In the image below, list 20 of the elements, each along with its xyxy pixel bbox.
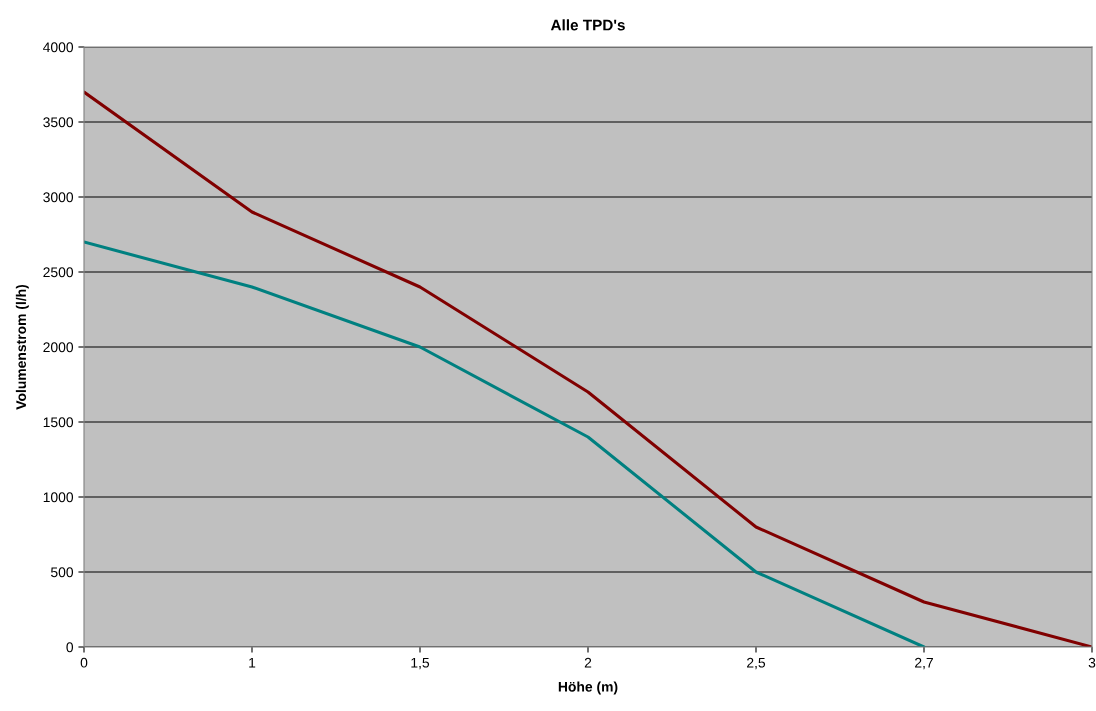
line-series bbox=[84, 240, 926, 647]
chart-title: Alle TPD's bbox=[550, 19, 625, 31]
y-axis-title: Volumenstrom (l/h) bbox=[15, 284, 29, 410]
y-tick-label: 1000 bbox=[43, 492, 74, 503]
y-tick-label: 0 bbox=[66, 642, 74, 653]
y-tick-label: 2500 bbox=[43, 267, 74, 278]
x-tick-label: 1 bbox=[249, 657, 256, 668]
y-tick-label: 3000 bbox=[43, 192, 74, 203]
x-tick-label: 2 bbox=[584, 657, 592, 668]
y-tick-label: 500 bbox=[50, 567, 74, 578]
y-tick-label: 2000 bbox=[43, 342, 74, 353]
y-tick-label: 1500 bbox=[43, 417, 74, 428]
y-tick-label: 3500 bbox=[43, 117, 74, 128]
x-axis-title: Höhe (m) bbox=[558, 681, 618, 695]
x-tick-label: 1,5 bbox=[411, 657, 430, 670]
x-tick-label: 3 bbox=[1088, 657, 1096, 668]
x-tick-label: 2,5 bbox=[747, 657, 766, 670]
y-tick-label: 4000 bbox=[43, 42, 74, 53]
x-tick-label: 2,7 bbox=[915, 657, 933, 670]
x-tick-label: 0 bbox=[80, 657, 88, 668]
